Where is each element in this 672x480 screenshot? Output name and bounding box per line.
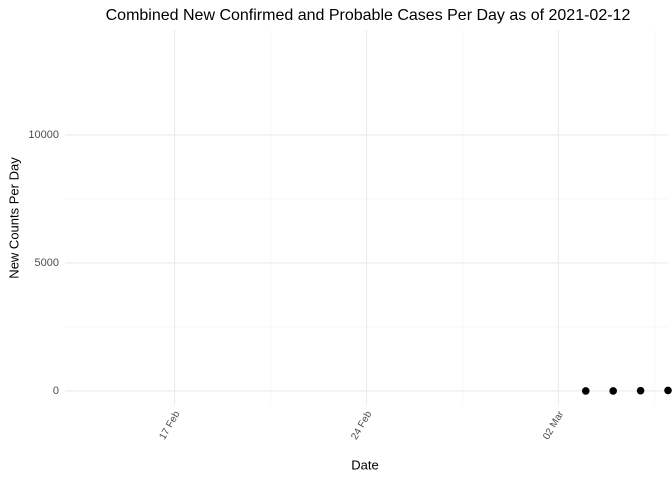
y-axis-title: New Counts Per Day <box>6 157 21 279</box>
data-point <box>664 386 672 395</box>
chart-title: Combined New Confirmed and Probable Case… <box>106 7 631 24</box>
y-tick-label: 5000 <box>35 257 59 269</box>
x-axis-title: Date <box>351 457 378 472</box>
data-point <box>636 386 645 395</box>
y-tick-label: 10000 <box>28 129 59 141</box>
data-point <box>581 387 590 395</box>
y-tick-label: 0 <box>53 385 59 397</box>
data-point <box>609 387 617 395</box>
